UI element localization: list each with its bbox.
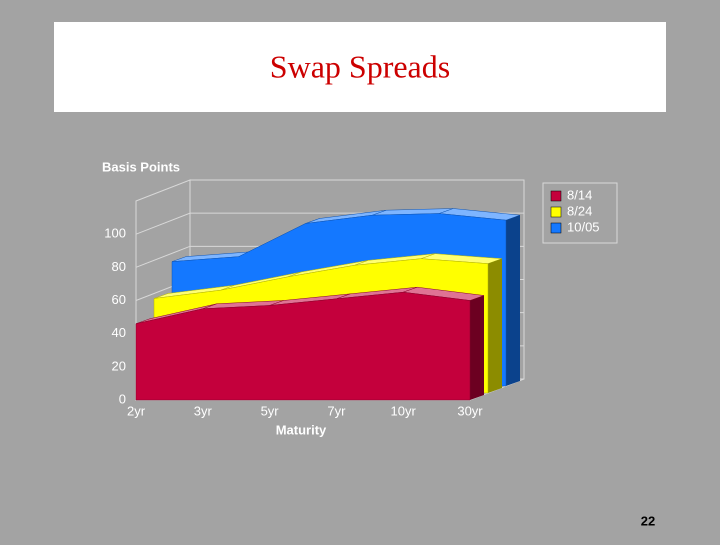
x-axis-label: Maturity	[276, 422, 327, 437]
x-tick-label: 2yr	[127, 403, 146, 418]
area-side	[506, 215, 520, 386]
slide-title: Swap Spreads	[270, 48, 450, 84]
legend-swatch	[550, 222, 562, 234]
y-tick-label: 100	[104, 226, 126, 241]
x-tick-label: 10yr	[391, 403, 417, 418]
y-tick-label: 20	[112, 358, 126, 373]
legend-label: 10/05	[567, 219, 600, 234]
area	[135, 291, 471, 401]
y-tick-label: 80	[112, 259, 126, 274]
area-side	[470, 295, 484, 400]
legend-label: 8/24	[567, 203, 592, 218]
y-tick-label: 0	[119, 391, 126, 406]
x-tick-label: 7yr	[327, 403, 346, 418]
y-tick-label: 40	[112, 325, 126, 340]
title-box	[54, 22, 666, 112]
x-tick-label: 5yr	[261, 403, 280, 418]
area-side	[488, 258, 502, 393]
legend-box	[542, 182, 618, 244]
y-axis-label: Basis Points	[102, 159, 180, 174]
legend-swatch	[550, 206, 562, 218]
x-tick-label: 30yr	[457, 403, 483, 418]
legend-label: 8/14	[567, 187, 592, 202]
y-tick-label: 60	[112, 292, 126, 307]
page-number: 22	[641, 513, 655, 528]
x-tick-label: 3yr	[194, 403, 213, 418]
legend-swatch	[550, 190, 562, 202]
